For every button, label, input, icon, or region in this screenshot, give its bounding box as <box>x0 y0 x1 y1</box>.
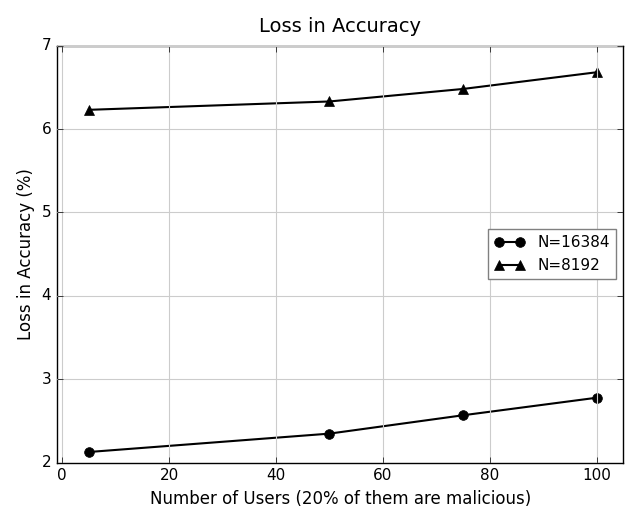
N=8192 <box>85 107 93 113</box>
N=16384 <box>593 395 600 401</box>
Line: N=16384: N=16384 <box>84 393 602 457</box>
N=8192 <box>459 86 467 92</box>
N=16384 <box>85 449 93 455</box>
Line: N=8192: N=8192 <box>84 67 602 114</box>
N=8192 <box>593 69 600 76</box>
Title: Loss in Accuracy: Loss in Accuracy <box>259 17 421 36</box>
N=16384 <box>459 412 467 418</box>
N=16384 <box>326 430 333 437</box>
Legend: N=16384, N=8192: N=16384, N=8192 <box>488 229 616 279</box>
N=8192 <box>326 98 333 104</box>
Y-axis label: Loss in Accuracy (%): Loss in Accuracy (%) <box>17 168 35 340</box>
X-axis label: Number of Users (20% of them are malicious): Number of Users (20% of them are malicio… <box>150 490 531 508</box>
